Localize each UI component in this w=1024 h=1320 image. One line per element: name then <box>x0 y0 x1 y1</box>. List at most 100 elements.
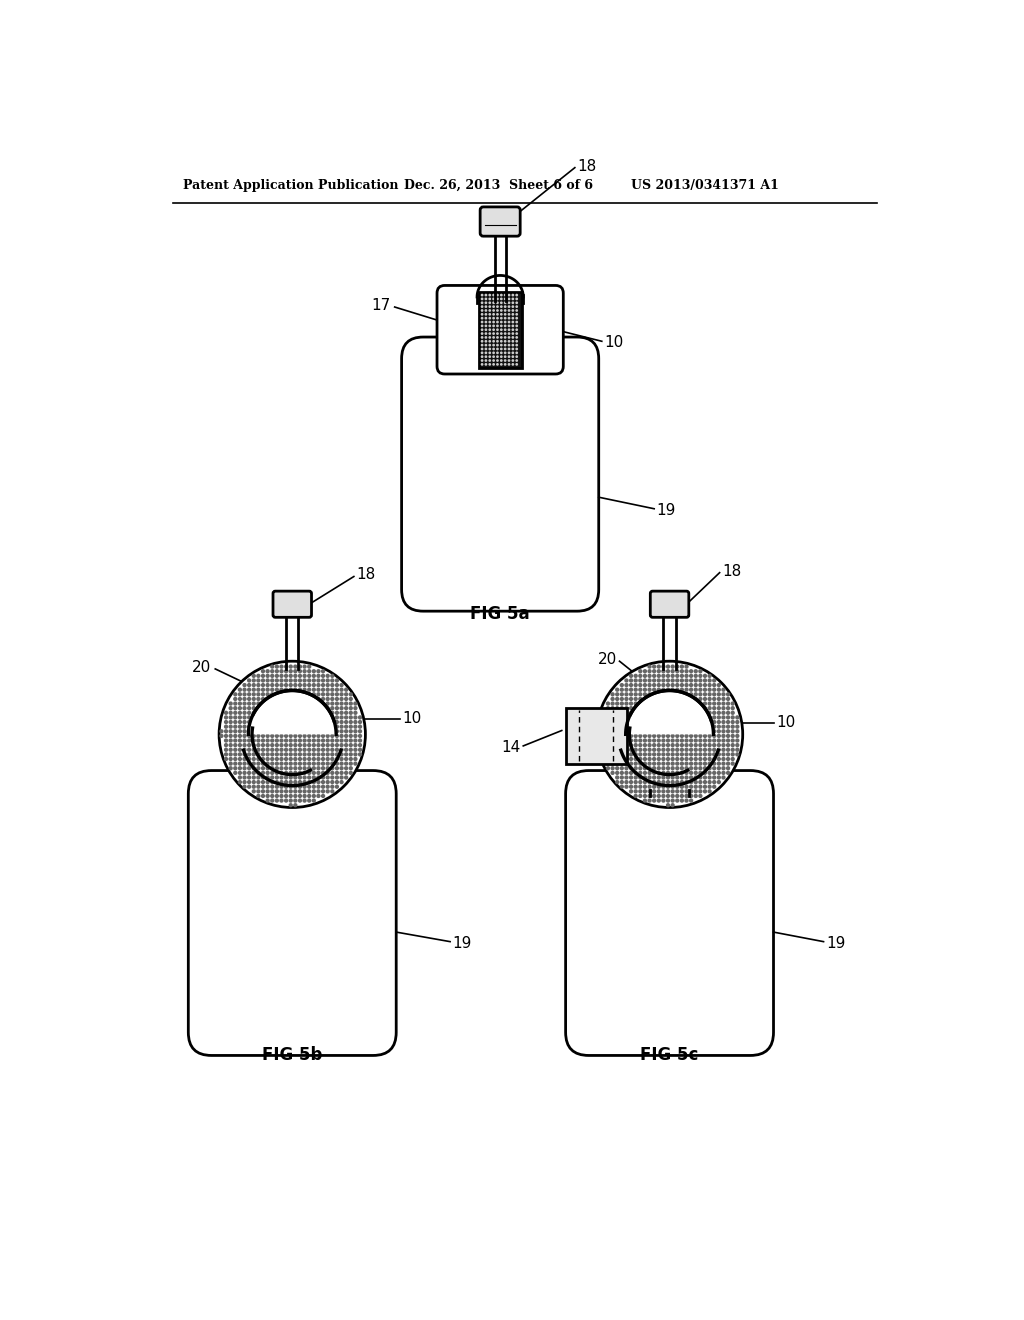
Circle shape <box>307 669 311 673</box>
Circle shape <box>634 710 638 715</box>
Circle shape <box>504 317 507 319</box>
Circle shape <box>666 775 670 780</box>
Circle shape <box>508 339 510 343</box>
Circle shape <box>321 780 326 784</box>
Circle shape <box>348 697 353 701</box>
Circle shape <box>289 664 293 669</box>
Circle shape <box>265 766 269 771</box>
Circle shape <box>721 701 726 706</box>
Circle shape <box>496 313 499 315</box>
Circle shape <box>330 747 335 752</box>
Circle shape <box>280 719 284 725</box>
Circle shape <box>261 766 265 771</box>
Circle shape <box>708 725 712 729</box>
Circle shape <box>515 293 518 297</box>
Circle shape <box>335 775 339 780</box>
Circle shape <box>721 756 726 762</box>
Circle shape <box>224 747 228 752</box>
Circle shape <box>675 738 679 743</box>
Circle shape <box>302 775 307 780</box>
Circle shape <box>280 743 284 747</box>
Circle shape <box>508 355 510 358</box>
Circle shape <box>496 329 499 331</box>
Circle shape <box>638 688 642 692</box>
Circle shape <box>280 780 284 784</box>
Circle shape <box>638 780 642 784</box>
Circle shape <box>265 775 269 780</box>
Circle shape <box>702 789 708 793</box>
Circle shape <box>698 756 702 762</box>
Circle shape <box>675 678 679 682</box>
Circle shape <box>675 789 679 793</box>
Circle shape <box>488 321 492 323</box>
Circle shape <box>284 682 289 688</box>
Circle shape <box>330 706 335 710</box>
Circle shape <box>493 321 495 323</box>
Circle shape <box>247 678 251 682</box>
Circle shape <box>321 793 326 799</box>
Circle shape <box>511 317 514 319</box>
Circle shape <box>515 313 518 315</box>
Circle shape <box>625 678 629 682</box>
Circle shape <box>274 747 279 752</box>
Circle shape <box>606 701 610 706</box>
Circle shape <box>330 784 335 789</box>
Circle shape <box>493 317 495 319</box>
Circle shape <box>280 682 284 688</box>
Circle shape <box>238 710 242 715</box>
Circle shape <box>344 743 348 747</box>
Circle shape <box>339 710 344 715</box>
Circle shape <box>712 706 717 710</box>
Circle shape <box>511 297 514 301</box>
Circle shape <box>634 701 638 706</box>
Circle shape <box>289 789 293 793</box>
Circle shape <box>307 706 311 710</box>
Circle shape <box>252 780 256 784</box>
Circle shape <box>289 747 293 752</box>
Circle shape <box>293 706 298 710</box>
Circle shape <box>316 762 321 766</box>
Circle shape <box>610 706 614 710</box>
Circle shape <box>270 747 274 752</box>
Circle shape <box>652 678 656 682</box>
Circle shape <box>511 351 514 354</box>
Circle shape <box>708 734 712 738</box>
Circle shape <box>500 301 503 304</box>
Circle shape <box>675 743 679 747</box>
Circle shape <box>656 664 660 669</box>
Circle shape <box>708 743 712 747</box>
Circle shape <box>680 682 684 688</box>
Circle shape <box>330 678 335 682</box>
Circle shape <box>280 799 284 803</box>
Circle shape <box>511 347 514 350</box>
Circle shape <box>284 762 289 766</box>
Circle shape <box>335 771 339 775</box>
Circle shape <box>629 678 633 682</box>
Circle shape <box>680 793 684 799</box>
Circle shape <box>270 706 274 710</box>
Circle shape <box>270 701 274 706</box>
Circle shape <box>708 706 712 710</box>
Circle shape <box>634 719 638 725</box>
Circle shape <box>708 766 712 771</box>
Circle shape <box>615 780 620 784</box>
Circle shape <box>652 784 656 789</box>
Circle shape <box>620 766 624 771</box>
Circle shape <box>274 729 279 734</box>
Circle shape <box>629 752 633 756</box>
Circle shape <box>666 784 670 789</box>
Circle shape <box>289 692 293 697</box>
Circle shape <box>348 762 353 766</box>
Circle shape <box>316 682 321 688</box>
Circle shape <box>316 697 321 701</box>
Circle shape <box>289 738 293 743</box>
Circle shape <box>698 692 702 697</box>
Circle shape <box>684 799 689 803</box>
Circle shape <box>708 775 712 780</box>
Circle shape <box>265 762 269 766</box>
Circle shape <box>298 701 302 706</box>
Circle shape <box>680 799 684 803</box>
Circle shape <box>656 701 660 706</box>
Circle shape <box>504 321 507 323</box>
Circle shape <box>629 747 633 752</box>
